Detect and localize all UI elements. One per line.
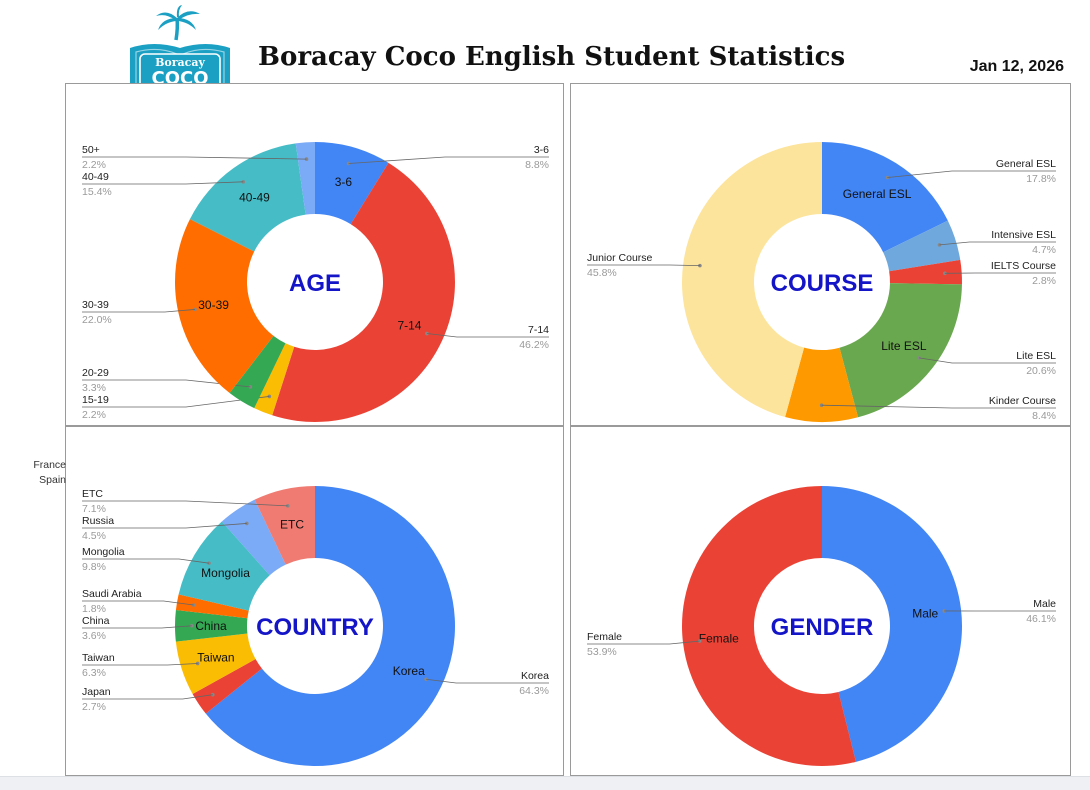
center-label-age: AGE <box>289 270 341 297</box>
callout-label-general-esl: General ESL <box>996 158 1056 170</box>
callout-label-etc: ETC <box>82 488 103 500</box>
slice-inner-label-3-6: 3-6 <box>335 175 353 189</box>
callout-label-junior-course: Junior Course <box>587 252 653 264</box>
report-date: Jan 12, 2026 <box>930 58 1064 76</box>
gender-donut-chart: Male Male 46.1% Female Female 53.9% GENDER <box>571 427 1072 777</box>
callout-percent-15-19: 2.2% <box>82 409 106 421</box>
callout-percent-3-6: 8.8% <box>525 159 549 171</box>
callout-label-40-49: 40-49 <box>82 171 109 183</box>
slice-inner-label-7-14: 7-14 <box>397 318 421 332</box>
callout-percent-junior-course: 45.8% <box>587 267 617 279</box>
callout-label-kinder-course: Kinder Course <box>989 395 1056 407</box>
callout-label-female: Female <box>587 631 622 643</box>
slice-inner-label-mongolia: Mongolia <box>201 566 250 580</box>
callout-label-50: 50+ <box>82 144 100 156</box>
callout-label-korea: Korea <box>521 670 549 682</box>
callout-label-15-19: 15-19 <box>82 394 109 406</box>
callout-label-intensive-esl: Intensive ESL <box>991 229 1056 241</box>
slice-inner-label-male: Male <box>912 606 938 620</box>
slice-inner-label-general-esl: General ESL <box>843 187 912 201</box>
callout-percent-20-29: 3.3% <box>82 382 106 394</box>
side-label-spain: Spain <box>6 474 66 486</box>
callout-percent-mongolia: 9.8% <box>82 561 106 573</box>
center-label-course: COURSE <box>771 270 874 297</box>
callout-percent-50: 2.2% <box>82 159 106 171</box>
callout-percent-korea: 64.3% <box>519 685 549 697</box>
callout-label-saudi-arabia: Saudi Arabia <box>82 588 142 600</box>
callout-percent-male: 46.1% <box>1026 613 1056 625</box>
country-chart-panel: Korea Korea 64.3% Japan 2.7% Taiwan Taiwan 6.3%… <box>65 426 564 776</box>
callout-line-junior-course <box>587 265 700 266</box>
callout-percent-7-14: 46.2% <box>519 339 549 351</box>
center-label-gender: GENDER <box>771 614 874 641</box>
page-title: Boracay Coco English Student Statistics <box>258 42 845 72</box>
callout-percent-japan: 2.7% <box>82 701 106 713</box>
callout-label-7-14: 7-14 <box>528 324 549 336</box>
slice-inner-label-40-49: 40-49 <box>239 190 270 204</box>
side-label-france: France <box>6 459 66 471</box>
slice-inner-label-taiwan: Taiwan <box>197 651 234 665</box>
course-chart-panel: General ESL General ESL 17.8% Intensive ESL… <box>570 83 1071 426</box>
callout-percent-30-39: 22.0% <box>82 314 112 326</box>
callout-label-male: Male <box>1033 598 1056 610</box>
center-label-country: COUNTRY <box>256 614 374 641</box>
callout-label-30-39: 30-39 <box>82 299 109 311</box>
slice-inner-label-female: Female <box>699 632 739 646</box>
callout-percent-40-49: 15.4% <box>82 186 112 198</box>
callout-label-russia: Russia <box>82 515 114 527</box>
callout-label-20-29: 20-29 <box>82 367 109 379</box>
callout-percent-intensive-esl: 4.7% <box>1032 244 1056 256</box>
callout-percent-etc: 7.1% <box>82 503 106 515</box>
slice-inner-label-30-39: 30-39 <box>198 298 229 312</box>
callout-percent-female: 53.9% <box>587 646 617 658</box>
bottom-scrollbar-strip <box>0 776 1090 790</box>
age-donut-chart: 3-6 3-6 8.8% 7-14 7-14 46.2% 15-19 2.2% 20-29 3.3… <box>66 84 565 427</box>
callout-label-china: China <box>82 615 110 627</box>
age-chart-panel: 3-6 3-6 8.8% 7-14 7-14 46.2% 15-19 2.2% 20-29 3.3… <box>65 83 564 426</box>
gender-chart-panel: Male Male 46.1% Female Female 53.9% GENDER <box>570 426 1071 776</box>
slice-inner-label-korea: Korea <box>393 664 425 678</box>
callout-percent-general-esl: 17.8% <box>1026 173 1056 185</box>
country-donut-chart: Korea Korea 64.3% Japan 2.7% Taiwan Taiwan 6.3%… <box>66 427 565 777</box>
callout-percent-saudi-arabia: 1.8% <box>82 603 106 615</box>
callout-percent-ielts-course: 2.8% <box>1032 275 1056 287</box>
callout-percent-lite-esl: 20.6% <box>1026 365 1056 377</box>
callout-percent-russia: 4.5% <box>82 530 106 542</box>
callout-percent-china: 3.6% <box>82 630 106 642</box>
callout-label-japan: Japan <box>82 686 111 698</box>
slice-inner-label-china: China <box>195 619 227 633</box>
callout-percent-kinder-course: 8.4% <box>1032 410 1056 422</box>
callout-label-3-6: 3-6 <box>534 144 549 156</box>
callout-percent-taiwan: 6.3% <box>82 667 106 679</box>
slice-inner-label-etc: ETC <box>280 518 304 532</box>
callout-label-lite-esl: Lite ESL <box>1016 350 1056 362</box>
callout-label-taiwan: Taiwan <box>82 652 115 664</box>
course-donut-chart: General ESL General ESL 17.8% Intensive ESL… <box>571 84 1072 427</box>
callout-label-ielts-course: IELTS Course <box>991 260 1056 272</box>
slice-inner-label-lite-esl: Lite ESL <box>881 339 927 353</box>
callout-label-mongolia: Mongolia <box>82 546 125 558</box>
